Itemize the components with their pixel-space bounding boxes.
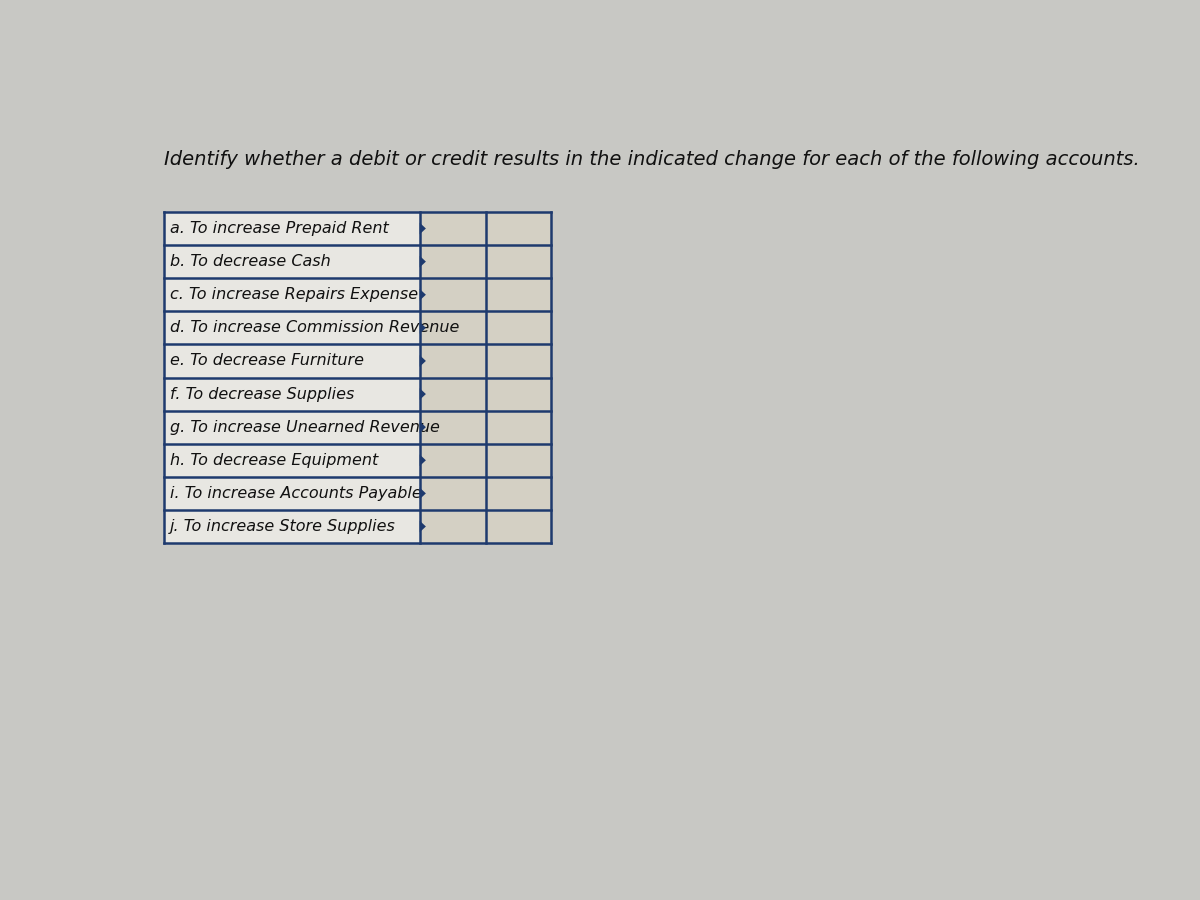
Text: f. To decrease Supplies: f. To decrease Supplies [170, 387, 354, 401]
Bar [486, 444, 552, 477]
Bar [420, 377, 486, 410]
Text: b. To decrease Cash: b. To decrease Cash [170, 254, 331, 269]
Bar [420, 477, 486, 510]
Bar [486, 311, 552, 345]
Polygon shape [420, 356, 426, 366]
Text: d. To increase Commission Revenue: d. To increase Commission Revenue [170, 320, 460, 336]
Bar [420, 311, 486, 345]
Bar [164, 444, 420, 477]
Polygon shape [420, 289, 426, 301]
Bar [420, 345, 486, 377]
Polygon shape [420, 322, 426, 334]
Text: c. To increase Repairs Expense: c. To increase Repairs Expense [170, 287, 419, 302]
Bar [420, 278, 486, 311]
Text: i. To increase Accounts Payable: i. To increase Accounts Payable [170, 486, 422, 501]
Bar [486, 410, 552, 444]
Bar [164, 278, 420, 311]
Text: h. To decrease Equipment: h. To decrease Equipment [170, 453, 378, 468]
Bar [164, 410, 420, 444]
Bar [164, 510, 420, 543]
Text: a. To increase Prepaid Rent: a. To increase Prepaid Rent [170, 221, 389, 236]
Polygon shape [420, 388, 426, 400]
Bar [486, 278, 552, 311]
Polygon shape [420, 488, 426, 500]
Polygon shape [420, 454, 426, 466]
Text: j. To increase Store Supplies: j. To increase Store Supplies [170, 519, 396, 534]
Bar [486, 245, 552, 278]
Text: e. To decrease Furniture: e. To decrease Furniture [170, 354, 364, 368]
Bar [420, 410, 486, 444]
Polygon shape [420, 521, 426, 532]
Polygon shape [420, 222, 426, 234]
Bar [164, 477, 420, 510]
Bar [486, 212, 552, 245]
Bar [164, 245, 420, 278]
Polygon shape [420, 421, 426, 433]
Bar [486, 377, 552, 410]
Bar [164, 377, 420, 410]
Bar [164, 212, 420, 245]
Bar [420, 444, 486, 477]
Bar [486, 345, 552, 377]
Text: g. To increase Unearned Revenue: g. To increase Unearned Revenue [170, 419, 440, 435]
Bar [486, 477, 552, 510]
Bar [486, 510, 552, 543]
Bar [420, 245, 486, 278]
Bar [164, 311, 420, 345]
Polygon shape [420, 256, 426, 267]
Bar [420, 212, 486, 245]
Bar [420, 510, 486, 543]
Bar [164, 345, 420, 377]
Text: Identify whether a debit or credit results in the indicated change for each of t: Identify whether a debit or credit resul… [164, 150, 1140, 169]
